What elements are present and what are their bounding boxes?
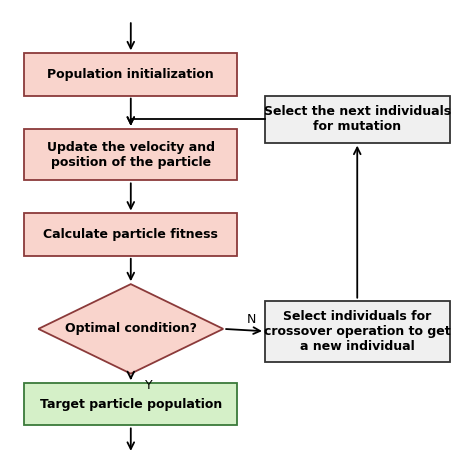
Text: Target particle population: Target particle population	[40, 398, 222, 411]
Text: Update the velocity and
position of the particle: Update the velocity and position of the …	[47, 140, 215, 169]
Text: Select individuals for
crossover operation to get
a new individual: Select individuals for crossover operati…	[264, 310, 451, 353]
FancyBboxPatch shape	[25, 213, 237, 256]
Text: Calculate particle fitness: Calculate particle fitness	[43, 228, 218, 241]
FancyBboxPatch shape	[25, 53, 237, 96]
Text: Optimal condition?: Optimal condition?	[65, 322, 197, 336]
FancyBboxPatch shape	[265, 96, 450, 143]
FancyBboxPatch shape	[25, 383, 237, 426]
Text: Select the next individuals
for mutation: Select the next individuals for mutation	[264, 105, 451, 133]
FancyBboxPatch shape	[25, 128, 237, 181]
Text: Population initialization: Population initialization	[47, 68, 214, 81]
Text: Y: Y	[146, 379, 153, 392]
Text: N: N	[246, 313, 255, 326]
Polygon shape	[38, 284, 223, 374]
FancyBboxPatch shape	[265, 301, 450, 362]
